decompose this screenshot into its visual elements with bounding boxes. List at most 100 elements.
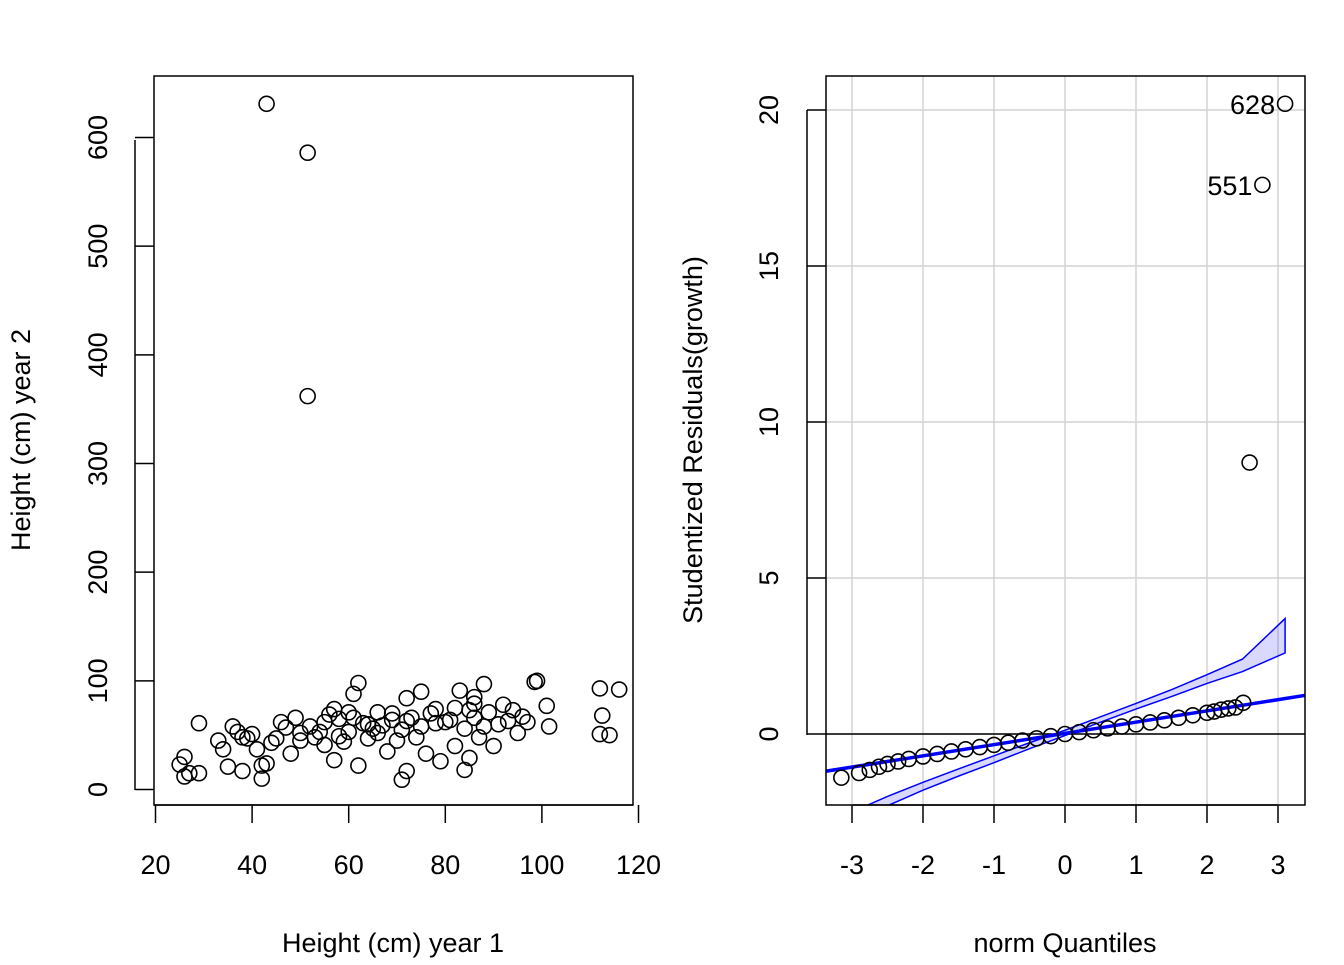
residual-point [870, 758, 888, 776]
residual-point [1234, 694, 1252, 712]
data-point [345, 685, 362, 703]
residual-point [879, 755, 896, 773]
y-tick-label: 100 [83, 658, 113, 703]
x-axis-label: Height (cm) year 1 [282, 928, 504, 958]
x-axis: -3 -2 -1 0 1 2 3 [840, 804, 1286, 880]
data-point [234, 762, 251, 780]
data-point [509, 724, 527, 742]
data-point [243, 725, 261, 743]
y-tick-label: 20 [754, 95, 784, 125]
data-point [350, 674, 367, 692]
data-point [181, 764, 198, 782]
data-point [393, 771, 411, 789]
data-point [398, 712, 415, 730]
x-tick-label: -2 [911, 850, 935, 880]
data-point [427, 714, 444, 732]
data-point [277, 719, 295, 736]
x-axis-label: norm Quantiles [973, 928, 1156, 958]
data-point [403, 709, 420, 727]
data-point [393, 721, 411, 739]
y-axis-label: Studentized Residuals(growth) [678, 256, 708, 624]
data-point [490, 715, 507, 733]
data-point [408, 729, 425, 746]
data-point [591, 680, 609, 697]
data-point [601, 726, 618, 744]
data-point [335, 733, 353, 750]
x-tick-label: 40 [237, 850, 267, 880]
scatter-points [171, 95, 628, 789]
data-point [485, 737, 502, 755]
x-tick-label: 2 [1199, 850, 1214, 880]
residual-point [833, 769, 850, 786]
data-point [325, 751, 343, 769]
data-point [456, 761, 473, 779]
x-tick-label: 1 [1128, 850, 1143, 880]
data-point [417, 745, 435, 762]
data-point [238, 730, 256, 747]
scatter-plot-frame [153, 75, 634, 806]
y-tick-label: 400 [83, 332, 113, 377]
data-point [345, 709, 362, 727]
confidence-envelope [866, 616, 1286, 805]
data-point [190, 714, 208, 732]
data-point [591, 725, 609, 743]
data-point [299, 387, 316, 405]
y-tick-label: 15 [754, 251, 784, 281]
data-point [519, 713, 536, 731]
data-point [364, 720, 382, 737]
data-point [311, 723, 329, 741]
data-point [461, 749, 478, 767]
y-tick-label: 10 [754, 407, 784, 437]
data-point [451, 682, 469, 699]
data-point [330, 727, 348, 745]
data-point [359, 730, 377, 747]
data-point [253, 770, 271, 787]
y-axis: 0 5 10 15 20 [754, 95, 826, 742]
data-point [446, 699, 464, 717]
data-point [287, 709, 304, 727]
point-label: 551 [1207, 171, 1252, 201]
data-point [514, 708, 531, 725]
scatter-plot-panel: 20 40 60 80 100 120 0 100 200 300 400 500 600 Heigh… [6, 75, 661, 958]
data-point [388, 732, 406, 749]
y-tick-label: 0 [754, 726, 784, 741]
x-tick-label: 3 [1270, 850, 1285, 880]
y-axis: 0 100 200 300 400 500 600 [83, 115, 154, 797]
y-tick-label: 300 [83, 441, 113, 486]
data-point [398, 762, 415, 780]
data-point [258, 755, 275, 772]
data-point [340, 704, 358, 721]
data-point [190, 764, 208, 782]
data-point [610, 681, 628, 698]
data-point [316, 713, 333, 731]
data-point [214, 740, 232, 758]
data-point [292, 732, 309, 749]
data-point [432, 752, 449, 770]
data-point [282, 745, 300, 762]
qq-reference-line [826, 693, 1305, 773]
data-point [383, 705, 401, 722]
x-tick-label: -3 [840, 850, 864, 880]
data-point [456, 720, 473, 737]
data-point [224, 718, 242, 735]
residual-points [833, 95, 1294, 786]
data-point [176, 748, 193, 766]
qq-plot-content [826, 95, 1305, 805]
data-point [538, 697, 556, 715]
residual-point [1254, 176, 1271, 194]
data-point [299, 144, 316, 162]
data-point [267, 730, 285, 747]
residual-point [889, 753, 907, 770]
point-label: 628 [1230, 90, 1275, 120]
data-point [540, 718, 558, 735]
x-tick-label: 120 [616, 850, 661, 880]
y-axis-label: Height (cm) year 2 [6, 329, 36, 551]
point-labels: 628 551 [1207, 90, 1275, 201]
data-point [359, 715, 377, 733]
residual-point [850, 764, 868, 782]
data-point [340, 723, 358, 741]
data-point [258, 95, 275, 113]
data-point [369, 724, 386, 742]
data-point [412, 683, 430, 701]
